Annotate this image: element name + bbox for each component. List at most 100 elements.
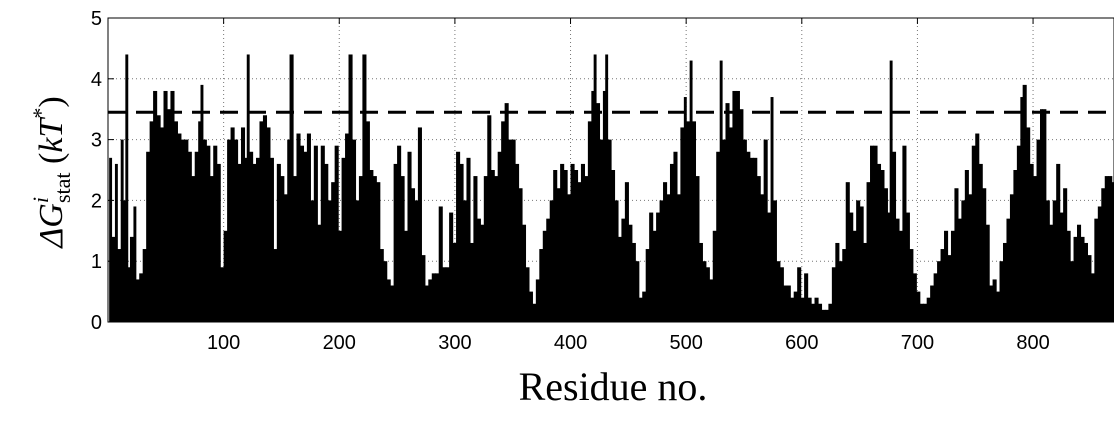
ylabel-sup-star: *: [28, 108, 53, 119]
bar: [428, 279, 433, 322]
ylabel-sub-stat: stat: [50, 172, 75, 203]
bar: [1013, 170, 1018, 322]
bar: [742, 139, 747, 322]
bar: [266, 127, 271, 322]
bar: [139, 273, 144, 322]
x-tick-label: 100: [207, 332, 240, 354]
bar: [133, 206, 137, 322]
bar: [173, 121, 178, 322]
bar: [459, 163, 464, 322]
ylabel-delta-g: ΔG: [33, 203, 70, 250]
bar: [1066, 230, 1071, 322]
bar: [705, 267, 710, 322]
bar: [611, 170, 616, 322]
bar: [287, 139, 291, 322]
bar: [845, 182, 850, 322]
bar: [177, 133, 182, 322]
bar: [1056, 163, 1061, 322]
bar: [982, 188, 987, 322]
bar: [549, 200, 554, 322]
bar: [515, 163, 520, 322]
bar: [607, 139, 612, 322]
bar: [1033, 176, 1038, 322]
bar: [728, 127, 734, 322]
bar: [324, 163, 329, 322]
x-tick-label: 600: [785, 332, 818, 354]
bar: [659, 200, 664, 322]
bar: [895, 218, 900, 322]
bar: [770, 97, 774, 322]
bar: [580, 163, 586, 322]
bar: [160, 127, 165, 322]
bar: [621, 218, 626, 322]
bar: [351, 139, 357, 322]
bar: [797, 267, 802, 322]
bar: [289, 54, 294, 322]
bar: [114, 163, 118, 322]
bar: [876, 163, 882, 322]
x-tick-label: 400: [554, 332, 587, 354]
bar: [880, 170, 885, 322]
bar: [504, 103, 509, 323]
bar: [220, 267, 225, 322]
bar: [716, 151, 721, 322]
bar: [954, 188, 959, 322]
bar: [194, 151, 199, 322]
bar: [166, 109, 172, 322]
bar: [511, 139, 516, 322]
bar: [971, 145, 976, 322]
bar: [570, 163, 575, 322]
bar: [276, 163, 281, 322]
bar: [835, 242, 840, 322]
x-tick-label: 800: [1016, 332, 1049, 354]
bar: [635, 261, 640, 322]
bar: [421, 255, 426, 322]
bar: [1076, 224, 1082, 322]
ylabel-paren-open: (: [33, 153, 70, 173]
y-axis-ticks: 0 1 2 3 4 5: [91, 8, 114, 334]
bar: [338, 230, 343, 322]
bar: [365, 121, 370, 322]
bar: [767, 212, 772, 322]
ylabel-kt: kT: [33, 117, 70, 153]
bar: [410, 188, 416, 322]
bar: [273, 249, 278, 322]
bar: [828, 303, 833, 322]
bar: [856, 200, 861, 322]
bar: [334, 145, 339, 322]
bar: [369, 170, 374, 322]
bar: [246, 54, 250, 322]
bar: [669, 163, 675, 322]
y-tick-label: 3: [91, 130, 102, 152]
bar: [863, 242, 868, 322]
bar: [296, 133, 301, 322]
bar: [476, 218, 481, 322]
bar: [525, 267, 530, 322]
bar: [117, 249, 122, 322]
bar: [760, 194, 765, 322]
bar: [663, 182, 668, 322]
bar: [135, 279, 140, 322]
bar: [746, 151, 751, 322]
bar: [866, 182, 871, 322]
bar: [191, 176, 196, 322]
bar: [293, 176, 298, 322]
bar: [709, 279, 714, 322]
bar: [553, 170, 558, 322]
bar: [404, 230, 409, 322]
bar: [695, 176, 700, 322]
bar: [1111, 182, 1114, 322]
bar: [1036, 139, 1041, 322]
bar: [645, 249, 650, 322]
bar: [712, 230, 717, 322]
bar: [146, 151, 151, 322]
bar: [383, 261, 388, 322]
bar-series: [109, 54, 1114, 323]
bar: [127, 267, 131, 322]
bar: [435, 273, 440, 322]
bar: [631, 242, 636, 322]
bar: [125, 54, 129, 322]
bar: [947, 255, 952, 322]
y-tick-label: 5: [91, 8, 102, 30]
